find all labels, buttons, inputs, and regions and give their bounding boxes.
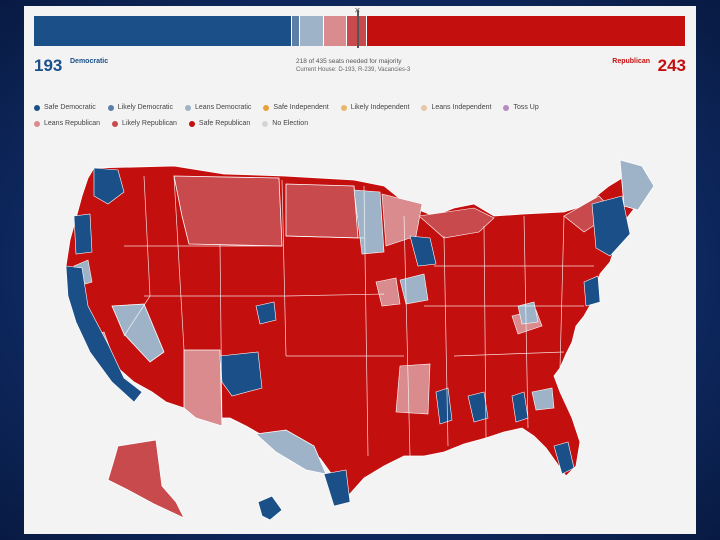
seat-bar-leans-republican xyxy=(323,16,347,46)
district-boundaries xyxy=(123,175,594,457)
legend-dot-icon xyxy=(34,120,40,127)
republican-seat-count: 243 xyxy=(657,56,686,75)
wisconsin-leans-area xyxy=(375,277,401,307)
legend-dot-icon xyxy=(421,104,428,111)
seat-bar-likely-democratic xyxy=(291,16,301,46)
map-legend: Safe Democratic Likely Democratic Leans De… xyxy=(34,104,674,136)
legend-dot-icon xyxy=(185,104,191,111)
northeast-dem-area xyxy=(591,195,631,257)
south-carolina-leans-dem-area xyxy=(531,387,555,411)
legend-item: Safe Independent xyxy=(263,104,329,111)
iowa-leans-dem-area xyxy=(399,273,429,305)
illinois-dem-area xyxy=(409,235,437,267)
legend-item: Safe Republican xyxy=(188,120,251,127)
legend-label: Safe Republican xyxy=(198,120,251,127)
legend-item: Leans Democratic xyxy=(185,104,251,111)
legend-dot-icon xyxy=(503,104,510,111)
oregon-coast-dem-area xyxy=(73,213,93,255)
maine-district xyxy=(619,159,655,211)
election-map-panel: ✕ 193 Democratic 218 of 435 seats needed… xyxy=(24,6,696,534)
legend-label: Leans Independent xyxy=(431,104,492,111)
seat-bar-leans-democratic xyxy=(300,16,324,46)
seat-distribution-bar xyxy=(34,16,687,46)
colorado-dem-area xyxy=(255,301,277,325)
legend-dot-icon xyxy=(188,120,195,127)
legend-label: Toss Up xyxy=(513,104,539,111)
legend-label: Likely Independent xyxy=(350,104,410,111)
legend-item: Likely Democratic xyxy=(107,104,173,111)
arkansas-leans-area xyxy=(395,363,431,415)
us-congressional-district-map xyxy=(65,159,655,521)
legend-label: Safe Democratic xyxy=(44,104,96,111)
hawaii-shape xyxy=(257,495,283,521)
legend-item: Likely Independent xyxy=(340,104,410,111)
legend-item: Toss Up xyxy=(503,104,539,111)
democratic-label: Democratic xyxy=(70,58,109,65)
legend-item: Safe Democratic xyxy=(34,104,96,111)
north-dakota-district xyxy=(285,183,359,239)
florida-dem-area xyxy=(553,441,575,475)
montana-district xyxy=(173,175,283,247)
legend-label: Leans Democratic xyxy=(195,104,252,111)
great-lakes-likely-area xyxy=(418,207,495,239)
legend-dot-icon xyxy=(107,104,114,111)
majority-needed-text: 218 of 435 seats needed for majority xyxy=(296,58,402,65)
democratic-seat-count: 193 xyxy=(34,56,63,75)
legend-dot-icon xyxy=(340,104,347,111)
legend-label: Likely Democratic xyxy=(117,104,173,111)
texas-south-dem-area xyxy=(323,469,351,507)
legend-item: Leans Independent xyxy=(421,104,491,111)
nevada-district xyxy=(111,303,165,363)
minnesota-leans-area xyxy=(381,193,423,247)
louisiana-dem-area xyxy=(435,387,453,425)
seat-bar-safe-republican xyxy=(367,16,687,46)
majority-marker xyxy=(357,10,359,48)
washington-dem-area xyxy=(93,167,125,205)
legend-label: Leans Republican xyxy=(44,120,101,127)
legend-dot-icon xyxy=(34,104,40,111)
legend-item: Likely Republican xyxy=(112,120,177,127)
legend-label: No Election xyxy=(272,120,309,127)
legend-label: Likely Republican xyxy=(122,120,177,127)
seat-bar-safe-democratic xyxy=(34,16,292,46)
legend-dot-icon xyxy=(263,104,270,111)
west-virginia-leans-dem-area xyxy=(517,301,539,325)
legend-dot-icon xyxy=(112,120,119,127)
legend-item: Leans Republican xyxy=(34,120,100,127)
legend-label: Safe Independent xyxy=(273,104,329,111)
legend-item: No Election xyxy=(262,120,308,127)
current-house-text: Current House: D-193, R-239, Vacancies-3 xyxy=(296,67,411,73)
legend-dot-icon xyxy=(262,120,269,127)
maryland-dem-area xyxy=(583,275,601,307)
new-mexico-district xyxy=(183,349,223,427)
alaska-shape xyxy=(107,439,185,519)
california-coast-dem-area xyxy=(65,265,143,403)
republican-label: Republican xyxy=(612,58,650,65)
georgia-dem-area xyxy=(467,391,489,423)
